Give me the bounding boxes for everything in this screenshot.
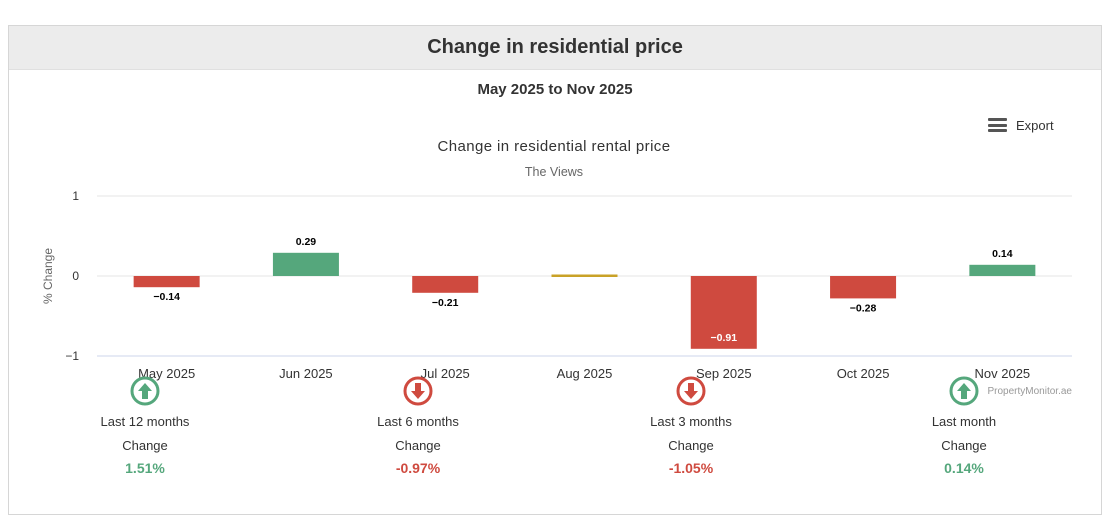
arrow-up-circle-icon <box>130 376 160 406</box>
credits-label: PropertyMonitor.ae <box>988 386 1073 397</box>
bar-nov-2025 <box>969 264 1036 276</box>
data-label: 0.14 <box>992 248 1013 260</box>
data-label: 0.29 <box>296 236 317 248</box>
stat-value: 1.51% <box>125 460 165 476</box>
x-tick-label: Nov 2025 <box>975 366 1031 381</box>
chart-title: Change in residential rental price <box>438 138 671 155</box>
stat-period: Last month <box>931 414 997 429</box>
data-label: −0.14 <box>153 291 180 303</box>
menu-icon <box>988 118 1007 132</box>
x-tick-label: Jul 2025 <box>421 366 470 381</box>
y-axis-label: % Change <box>41 248 55 304</box>
bar-sep-2025 <box>690 276 757 349</box>
stat-value: -1.05% <box>668 460 714 476</box>
data-label: −0.21 <box>432 297 459 309</box>
bar-oct-2025 <box>830 276 897 299</box>
bar-may-2025 <box>133 276 200 288</box>
stat-value: -0.97% <box>395 460 441 476</box>
data-label: −0.28 <box>850 302 877 314</box>
stat-last-month: Last month Change 0.14% <box>864 376 1064 476</box>
x-tick-label: Oct 2025 <box>837 366 890 381</box>
chart-subtitle: The Views <box>525 165 583 179</box>
y-tick-label: 0 <box>72 269 79 283</box>
data-label: −0.91 <box>710 332 737 344</box>
stat-value: 0.14% <box>944 460 984 476</box>
arrow-down-circle-icon <box>676 376 706 406</box>
x-tick-label: Jun 2025 <box>279 366 333 381</box>
bar-aug-2025 <box>551 274 618 277</box>
page-title: Change in residential price <box>427 36 683 58</box>
bar-chart: Change in residential rental price The Vi… <box>41 138 1073 397</box>
stat-last-3-months: Last 3 months Change -1.05% <box>591 376 791 476</box>
x-tick-label: Aug 2025 <box>557 366 613 381</box>
stat-period: Last 6 months <box>377 414 459 429</box>
stat-last-12-months: Last 12 months Change 1.51% <box>45 376 245 476</box>
export-button[interactable]: Export <box>988 115 1054 135</box>
arrow-up-circle-icon <box>949 376 979 406</box>
x-tick-label: May 2025 <box>138 366 195 381</box>
stat-period: Last 3 months <box>650 414 732 429</box>
card-header: Change in residential price <box>9 26 1101 70</box>
x-tick-label: Sep 2025 <box>696 366 752 381</box>
y-tick-label: 1 <box>72 189 79 203</box>
export-label: Export <box>1016 117 1054 133</box>
stat-label: Change <box>941 438 987 453</box>
y-tick-label: −1 <box>65 349 79 363</box>
stat-last-6-months: Last 6 months Change -0.97% <box>318 376 518 476</box>
stat-label: Change <box>668 438 714 453</box>
chart-card: Change in residential price May 2025 to … <box>8 25 1102 515</box>
bar-jul-2025 <box>412 276 479 293</box>
bar-jun-2025 <box>272 252 339 276</box>
stat-label: Change <box>395 438 441 453</box>
date-range: May 2025 to Nov 2025 <box>477 81 633 98</box>
stat-label: Change <box>122 438 168 453</box>
stat-period: Last 12 months <box>100 414 190 429</box>
arrow-down-circle-icon <box>403 376 433 406</box>
